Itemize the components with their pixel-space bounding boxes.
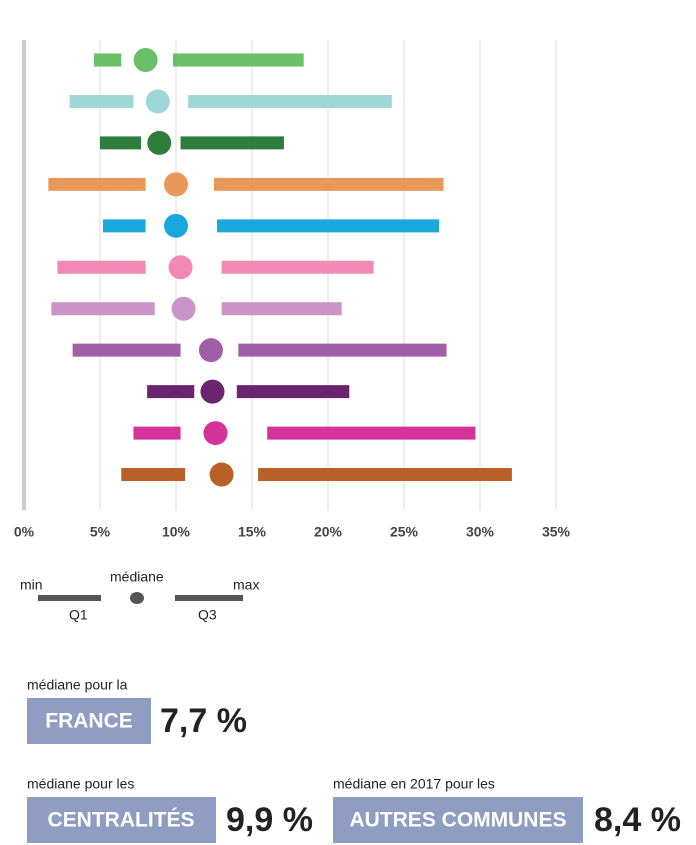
median-dot: [145, 89, 170, 114]
legend-median-dot: [130, 592, 144, 604]
median-dot: [168, 255, 193, 280]
x-tick-label: 30%: [466, 524, 495, 540]
x-tick-label: 5%: [90, 524, 111, 540]
badge-label: AUTRES COMMUNES: [349, 809, 566, 832]
caption: médiane pour les: [27, 776, 134, 792]
median-dot: [133, 48, 158, 72]
x-tick-label: 10%: [162, 524, 191, 540]
legend-q3: Q3: [198, 607, 217, 623]
median-dot: [164, 172, 188, 197]
badge-label: FRANCE: [45, 710, 133, 733]
x-tick-label: 15%: [238, 524, 267, 540]
summary: médiane pour la FRANCE 7,7 % médiane pou…: [27, 677, 681, 843]
median-dot: [200, 379, 225, 404]
legend: min médiane max Q1 Q3: [20, 569, 259, 623]
legend-min: min: [20, 577, 43, 593]
x-tick-label: 0%: [14, 524, 35, 540]
legend-median: médiane: [110, 569, 164, 585]
badge: [27, 698, 151, 744]
median-dot: [203, 421, 228, 446]
x-tick-label: 25%: [390, 524, 419, 540]
badge: [27, 797, 216, 843]
median-dot: [198, 338, 223, 363]
summary-value: 9,9 %: [226, 801, 313, 839]
x-tick-label: 35%: [542, 524, 571, 540]
median-dot: [164, 213, 188, 238]
median-dot: [147, 130, 172, 155]
caption: médiane pour la: [27, 677, 128, 693]
badge: [333, 797, 583, 843]
median-dot: [171, 296, 196, 321]
badge-label: CENTRALITÉS: [48, 809, 195, 832]
summary-value: 8,4 %: [594, 801, 681, 839]
legend-q1: Q1: [69, 607, 88, 623]
x-tick-label: 20%: [314, 524, 343, 540]
legend-max: max: [233, 577, 259, 593]
median-dot: [209, 462, 234, 487]
caption: médiane en 2017 pour les: [333, 776, 495, 792]
summary-value: 7,7 %: [160, 702, 247, 740]
